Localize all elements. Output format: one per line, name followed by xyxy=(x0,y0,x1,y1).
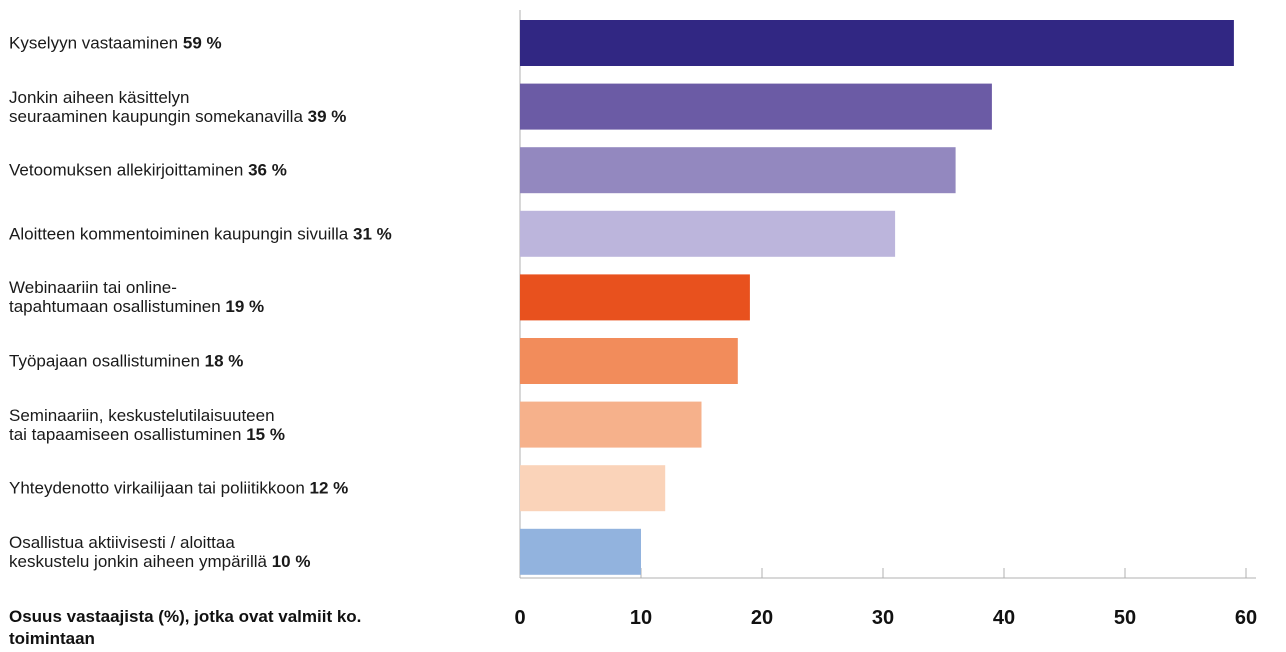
category-label-text: seuraaminen kaupungin somekanavilla xyxy=(9,106,303,126)
value-label: 19 % xyxy=(225,297,265,317)
x-tick-label: 20 xyxy=(751,607,773,629)
category-labels: Kyselyyn vastaaminen 59 % Jonkin aiheen k… xyxy=(0,0,510,652)
category-label: Aloitteen kommentoiminen kaupungin sivui… xyxy=(9,224,509,243)
category-label: Työpajaan osallistuminen 18 % xyxy=(9,352,509,371)
category-label-text: Seminaariin, keskustelutilaisuuteen xyxy=(9,405,275,425)
bar xyxy=(520,338,738,384)
category-label: Seminaariin, keskustelutilaisuuteen tai t… xyxy=(9,406,509,444)
category-label: Osallistua aktiivisesti / aloittaa keskus… xyxy=(9,533,509,571)
category-label-text: Yhteydenotto virkailijaan tai poliitikko… xyxy=(9,478,305,498)
value-label: 10 % xyxy=(271,551,311,571)
category-label: Vetoomuksen allekirjoittaminen 36 % xyxy=(9,161,509,180)
bar xyxy=(520,401,702,448)
bar xyxy=(520,274,750,321)
x-tick-label: 10 xyxy=(630,607,652,629)
bar xyxy=(520,528,641,575)
value-label: 36 % xyxy=(248,160,287,180)
category-label-text: Jonkin aiheen käsittelyn xyxy=(9,87,190,107)
category-label-text: Aloitteen kommentoiminen kaupungin sivui… xyxy=(9,224,349,244)
category-label-text: keskustelu jonkin aiheen ympärillä xyxy=(9,551,267,571)
bar xyxy=(520,83,992,130)
value-label: 31 % xyxy=(352,224,392,244)
category-label: Kyselyyn vastaaminen 59 % xyxy=(9,34,509,53)
category-label-text: Vetoomuksen allekirjoittaminen xyxy=(9,160,244,180)
category-label: Jonkin aiheen käsittelyn seuraaminen kaup… xyxy=(9,88,509,126)
bar xyxy=(520,20,1234,66)
bar xyxy=(520,210,896,257)
x-tick-label: 60 xyxy=(1235,607,1257,629)
category-label-text: Osallistua aktiivisesti / aloittaa xyxy=(9,532,235,552)
category-label: Yhteydenotto virkailijaan tai poliitikko… xyxy=(9,479,509,498)
value-label: 12 % xyxy=(309,478,349,498)
x-tick-label: 0 xyxy=(514,607,525,629)
category-label-text: tai tapaamiseen osallistuminen xyxy=(9,424,242,444)
category-label-text: Webinaariin tai online- xyxy=(9,278,177,298)
category-label-text: Työpajaan osallistuminen xyxy=(9,351,200,371)
x-tick-label: 50 xyxy=(1114,607,1136,629)
category-label-text: Kyselyyn vastaaminen xyxy=(9,33,179,53)
x-axis-caption: Osuus vastaajista (%), jotka ovat valmii… xyxy=(9,607,362,648)
category-label-text: tapahtumaan osallistuminen xyxy=(9,297,221,317)
category-label: Webinaariin tai online-tapahtumaan osall… xyxy=(9,278,509,316)
value-label: 15 % xyxy=(246,424,285,444)
bar xyxy=(520,465,666,512)
x-tick-label: 40 xyxy=(993,607,1015,629)
bar xyxy=(520,147,956,194)
x-tick-label: 30 xyxy=(872,607,894,629)
value-label: 59 % xyxy=(182,33,222,53)
value-label: 39 % xyxy=(307,106,347,126)
value-label: 18 % xyxy=(204,351,244,371)
